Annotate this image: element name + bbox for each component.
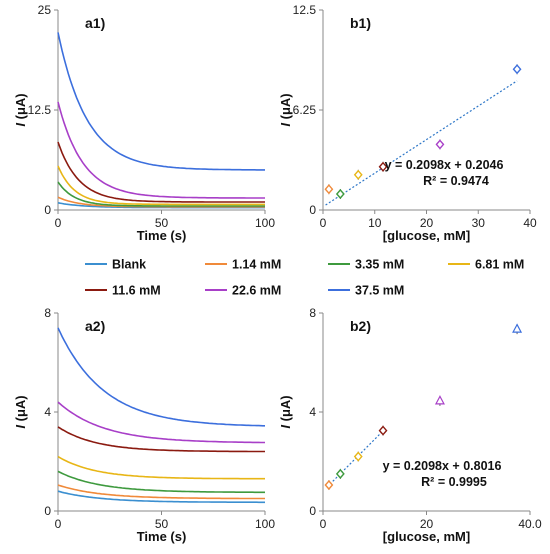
x-tick-label: 0 bbox=[320, 517, 327, 531]
data-point bbox=[512, 64, 522, 75]
chart-panel-b1: 0 10 20 30 40 0 6.25 12.5 [glucose, mM] I (μA) b1)… bbox=[278, 3, 537, 243]
data-point bbox=[324, 479, 334, 491]
panel-label: b2) bbox=[350, 318, 371, 334]
y-axis-label-symbol: I bbox=[13, 123, 28, 127]
y-tick-label: 0 bbox=[309, 504, 316, 518]
x-tick-label: 50 bbox=[155, 216, 169, 230]
y-tick-label: 6.25 bbox=[293, 103, 317, 117]
data-point bbox=[434, 395, 445, 405]
y-axis-label-unit: (μA) bbox=[278, 93, 293, 123]
y-axis-label: I (μA) bbox=[278, 93, 293, 126]
x-tick-label: 0 bbox=[55, 517, 62, 531]
y-tick-label: 12.5 bbox=[293, 3, 317, 17]
trendline-equation: y = 0.2098x + 0.2046 bbox=[385, 158, 504, 172]
panel-label: a2) bbox=[85, 318, 105, 334]
y-axis-label-symbol: I bbox=[13, 425, 28, 429]
x-axis-label: Time (s) bbox=[137, 529, 187, 544]
chart-panel-b2: 0 20 40.0 0 4 8 [glucose, mM] I (μA) b2) y = 0.20… bbox=[278, 306, 542, 544]
chart-panel-a1: 0 50 100 0 12.5 25 Time (s) I (μA) a1) bbox=[13, 3, 275, 243]
x-axis-label: Time (s) bbox=[137, 228, 187, 243]
data-point bbox=[353, 451, 363, 462]
x-tick-label: 10 bbox=[368, 216, 382, 230]
x-tick-label: 30 bbox=[472, 216, 486, 230]
legend-label-3: 3.35 mM bbox=[355, 258, 404, 272]
x-axis-label: [glucose, mM] bbox=[383, 228, 470, 243]
series-line-37-5-mm bbox=[57, 32, 265, 171]
series-line-22-6-mm bbox=[57, 101, 265, 199]
data-point bbox=[335, 468, 345, 479]
r-squared: R² = 0.9995 bbox=[421, 475, 487, 489]
trendline-equation: y = 0.2098x + 0.8016 bbox=[383, 459, 502, 473]
data-point bbox=[512, 323, 523, 333]
x-tick-label: 100 bbox=[255, 216, 275, 230]
series-line-3-35-mm bbox=[57, 470, 265, 494]
series-line-11-6-mm bbox=[57, 141, 265, 203]
legend-label-7: 37.5 mM bbox=[355, 284, 404, 298]
y-tick-label: 0 bbox=[44, 203, 51, 217]
x-axis-label: [glucose, mM] bbox=[383, 529, 470, 544]
x-tick-label: 40 bbox=[523, 216, 537, 230]
data-point bbox=[353, 169, 363, 180]
y-axis-label-unit: (μA) bbox=[278, 395, 293, 425]
y-axis-label: I (μA) bbox=[278, 395, 293, 428]
legend: Blank 1.14 mM 3.35 mM 6.81 mM 11.6 mM 22.6 mM… bbox=[85, 258, 524, 298]
series-line-1-14-mm bbox=[57, 484, 265, 500]
data-point bbox=[435, 139, 445, 150]
y-axis-label-unit: (μA) bbox=[13, 395, 28, 425]
series-line-11-6-mm bbox=[57, 426, 265, 453]
y-tick-label: 8 bbox=[309, 306, 316, 320]
series-line-22-6-mm bbox=[57, 401, 265, 444]
legend-label-4: 6.81 mM bbox=[475, 258, 524, 272]
y-tick-label: 0 bbox=[309, 203, 316, 217]
data-point bbox=[378, 425, 388, 436]
y-axis-label: I (μA) bbox=[13, 93, 28, 126]
series-line-6-81-mm bbox=[57, 455, 265, 480]
data-point bbox=[324, 184, 334, 195]
y-tick-label: 12.5 bbox=[28, 103, 52, 117]
legend-label-2: 1.14 mM bbox=[232, 258, 281, 272]
y-axis-label-unit: (μA) bbox=[13, 93, 28, 123]
series-line-3-35-mm bbox=[57, 181, 265, 207]
y-tick-label: 8 bbox=[44, 306, 51, 320]
y-tick-label: 0 bbox=[44, 504, 51, 518]
x-tick-label: 40.0 bbox=[518, 517, 542, 531]
y-tick-label: 25 bbox=[38, 3, 52, 17]
x-tick-label: 20 bbox=[420, 216, 434, 230]
y-axis-label: I (μA) bbox=[13, 395, 28, 428]
x-tick-label: 20 bbox=[420, 517, 434, 531]
panel-label: b1) bbox=[350, 15, 371, 31]
x-tick-label: 0 bbox=[320, 216, 327, 230]
y-axis-label-symbol: I bbox=[278, 425, 293, 429]
legend-label-5: 11.6 mM bbox=[112, 284, 161, 298]
data-point bbox=[335, 188, 345, 200]
legend-label-6: 22.6 mM bbox=[232, 284, 281, 298]
legend-label-1: Blank bbox=[112, 258, 146, 272]
x-tick-label: 100 bbox=[255, 517, 275, 531]
chart-panel-a2: 0 50 100 0 4 8 Time (s) I (μA) a2) bbox=[13, 306, 275, 544]
x-tick-label: 0 bbox=[55, 216, 62, 230]
data-point bbox=[378, 161, 388, 172]
series-line-6-81-mm bbox=[57, 165, 265, 206]
series-line-37-5-mm bbox=[57, 327, 265, 427]
series-line-blank bbox=[57, 490, 265, 504]
y-tick-label: 4 bbox=[309, 405, 316, 419]
y-axis-label-symbol: I bbox=[278, 123, 293, 127]
r-squared: R² = 0.9474 bbox=[423, 174, 489, 188]
x-tick-label: 50 bbox=[155, 517, 169, 531]
panel-label: a1) bbox=[85, 15, 105, 31]
y-tick-label: 4 bbox=[44, 405, 51, 419]
